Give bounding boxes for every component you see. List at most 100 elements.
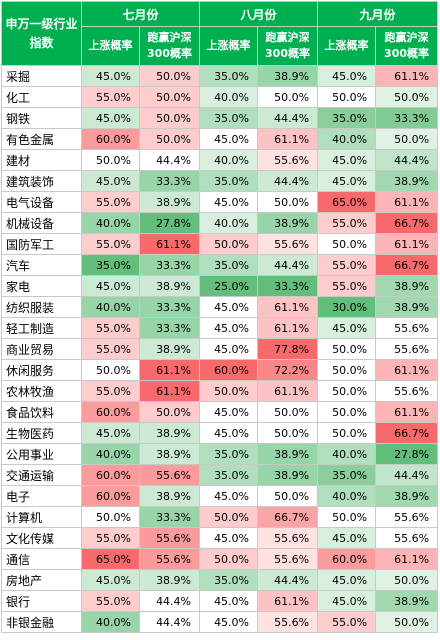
- value-cell-aug-beat[interactable]: 77.8%: [257, 338, 319, 360]
- value-cell-aug-beat[interactable]: 55.6%: [257, 149, 319, 171]
- value-cell-aug-beat[interactable]: 38.9%: [257, 443, 319, 465]
- value-cell-jul-rise[interactable]: 60.0%: [81, 485, 140, 507]
- subheader-beat-hs300-prob[interactable]: 跑赢沪深300概率: [257, 26, 319, 66]
- value-cell-sep-beat[interactable]: 33.3%: [375, 107, 439, 129]
- value-cell-sep-rise[interactable]: 45.0%: [317, 590, 377, 612]
- value-cell-sep-rise[interactable]: 40.0%: [317, 485, 377, 507]
- value-cell-jul-rise[interactable]: 55.0%: [81, 590, 140, 612]
- industry-name-cell[interactable]: 采掘: [1, 65, 82, 87]
- value-cell-aug-beat[interactable]: 61.1%: [257, 590, 319, 612]
- value-cell-jul-rise[interactable]: 65.0%: [81, 548, 140, 570]
- value-cell-jul-beat[interactable]: 50.0%: [138, 65, 201, 87]
- value-cell-aug-beat[interactable]: 33.3%: [257, 275, 319, 297]
- value-cell-sep-beat[interactable]: 38.9%: [375, 170, 439, 192]
- value-cell-sep-beat[interactable]: 44.4%: [375, 464, 439, 486]
- value-cell-aug-rise[interactable]: 35.0%: [199, 464, 259, 486]
- value-cell-aug-beat[interactable]: 50.0%: [257, 401, 319, 423]
- value-cell-sep-rise[interactable]: 45.0%: [317, 569, 377, 591]
- value-cell-jul-rise[interactable]: 40.0%: [81, 296, 140, 318]
- value-cell-jul-beat[interactable]: 61.1%: [138, 233, 201, 255]
- value-cell-aug-rise[interactable]: 45.0%: [199, 317, 259, 339]
- value-cell-sep-rise[interactable]: 45.0%: [317, 149, 377, 171]
- value-cell-aug-rise[interactable]: 45.0%: [199, 485, 259, 507]
- industry-name-cell[interactable]: 家电: [1, 275, 82, 297]
- value-cell-sep-beat[interactable]: 50.0%: [375, 128, 439, 150]
- value-cell-jul-beat[interactable]: 38.9%: [138, 485, 201, 507]
- value-cell-sep-rise[interactable]: 45.0%: [317, 170, 377, 192]
- month-header-august[interactable]: 八月份: [199, 1, 319, 27]
- value-cell-sep-rise[interactable]: 45.0%: [317, 527, 377, 549]
- value-cell-aug-beat[interactable]: 61.1%: [257, 317, 319, 339]
- value-cell-jul-rise[interactable]: 45.0%: [81, 65, 140, 87]
- value-cell-jul-beat[interactable]: 33.3%: [138, 170, 201, 192]
- value-cell-aug-rise[interactable]: 25.0%: [199, 275, 259, 297]
- value-cell-sep-rise[interactable]: 40.0%: [317, 443, 377, 465]
- value-cell-sep-beat[interactable]: 27.8%: [375, 443, 439, 465]
- value-cell-jul-rise[interactable]: 45.0%: [81, 170, 140, 192]
- value-cell-aug-beat[interactable]: 38.9%: [257, 212, 319, 234]
- value-cell-aug-rise[interactable]: 35.0%: [199, 569, 259, 591]
- value-cell-aug-beat[interactable]: 50.0%: [257, 422, 319, 444]
- industry-name-cell[interactable]: 建材: [1, 149, 82, 171]
- value-cell-jul-rise[interactable]: 50.0%: [81, 359, 140, 381]
- value-cell-jul-beat[interactable]: 55.6%: [138, 548, 201, 570]
- value-cell-jul-beat[interactable]: 38.9%: [138, 275, 201, 297]
- value-cell-aug-beat[interactable]: 44.4%: [257, 254, 319, 276]
- value-cell-sep-beat[interactable]: 44.4%: [375, 149, 439, 171]
- value-cell-jul-rise[interactable]: 40.0%: [81, 212, 140, 234]
- value-cell-jul-beat[interactable]: 50.0%: [138, 86, 201, 108]
- value-cell-sep-beat[interactable]: 61.1%: [375, 233, 439, 255]
- value-cell-jul-rise[interactable]: 45.0%: [81, 275, 140, 297]
- value-cell-aug-rise[interactable]: 50.0%: [199, 380, 259, 402]
- industry-name-cell[interactable]: 建筑装饰: [1, 170, 82, 192]
- value-cell-jul-beat[interactable]: 61.1%: [138, 359, 201, 381]
- value-cell-jul-rise[interactable]: 55.0%: [81, 338, 140, 360]
- value-cell-sep-rise[interactable]: 50.0%: [317, 233, 377, 255]
- value-cell-sep-beat[interactable]: 38.9%: [375, 485, 439, 507]
- value-cell-aug-beat[interactable]: 50.0%: [257, 86, 319, 108]
- value-cell-aug-rise[interactable]: 45.0%: [199, 422, 259, 444]
- industry-name-cell[interactable]: 纺织服装: [1, 296, 82, 318]
- value-cell-sep-beat[interactable]: 55.6%: [375, 506, 439, 528]
- value-cell-aug-rise[interactable]: 35.0%: [199, 443, 259, 465]
- industry-name-cell[interactable]: 钢铁: [1, 107, 82, 129]
- value-cell-jul-rise[interactable]: 55.0%: [81, 527, 140, 549]
- value-cell-jul-beat[interactable]: 38.9%: [138, 422, 201, 444]
- value-cell-aug-beat[interactable]: 55.6%: [257, 548, 319, 570]
- value-cell-jul-beat[interactable]: 50.0%: [138, 107, 201, 129]
- value-cell-jul-beat[interactable]: 33.3%: [138, 254, 201, 276]
- value-cell-sep-rise[interactable]: 30.0%: [317, 296, 377, 318]
- value-cell-aug-beat[interactable]: 55.6%: [257, 611, 319, 633]
- value-cell-sep-rise[interactable]: 55.0%: [317, 254, 377, 276]
- value-cell-sep-beat[interactable]: 50.0%: [375, 569, 439, 591]
- value-cell-aug-beat[interactable]: 61.1%: [257, 128, 319, 150]
- value-cell-sep-rise[interactable]: 55.0%: [317, 275, 377, 297]
- industry-name-cell[interactable]: 计算机: [1, 506, 82, 528]
- value-cell-sep-beat[interactable]: 66.7%: [375, 422, 439, 444]
- value-cell-jul-rise[interactable]: 55.0%: [81, 191, 140, 213]
- subheader-rise-prob[interactable]: 上涨概率: [317, 26, 377, 66]
- value-cell-sep-rise[interactable]: 65.0%: [317, 191, 377, 213]
- value-cell-aug-rise[interactable]: 50.0%: [199, 548, 259, 570]
- value-cell-sep-rise[interactable]: 50.0%: [317, 86, 377, 108]
- value-cell-aug-rise[interactable]: 45.0%: [199, 338, 259, 360]
- value-cell-aug-beat[interactable]: 44.4%: [257, 569, 319, 591]
- value-cell-sep-beat[interactable]: 50.0%: [375, 86, 439, 108]
- value-cell-jul-beat[interactable]: 44.4%: [138, 611, 201, 633]
- industry-name-cell[interactable]: 农林牧渔: [1, 380, 82, 402]
- value-cell-sep-beat[interactable]: 61.1%: [375, 359, 439, 381]
- value-cell-sep-beat[interactable]: 61.1%: [375, 401, 439, 423]
- subheader-rise-prob[interactable]: 上涨概率: [81, 26, 140, 66]
- value-cell-jul-beat[interactable]: 33.3%: [138, 296, 201, 318]
- value-cell-aug-beat[interactable]: 50.0%: [257, 485, 319, 507]
- value-cell-jul-beat[interactable]: 33.3%: [138, 506, 201, 528]
- value-cell-sep-beat[interactable]: 61.1%: [375, 191, 439, 213]
- value-cell-aug-beat[interactable]: 38.9%: [257, 65, 319, 87]
- value-cell-jul-rise[interactable]: 40.0%: [81, 611, 140, 633]
- industry-name-cell[interactable]: 生物医药: [1, 422, 82, 444]
- value-cell-sep-beat[interactable]: 66.7%: [375, 254, 439, 276]
- value-cell-aug-rise[interactable]: 35.0%: [199, 254, 259, 276]
- value-cell-aug-beat[interactable]: 55.6%: [257, 233, 319, 255]
- value-cell-sep-beat[interactable]: 66.7%: [375, 212, 439, 234]
- value-cell-aug-rise[interactable]: 35.0%: [199, 107, 259, 129]
